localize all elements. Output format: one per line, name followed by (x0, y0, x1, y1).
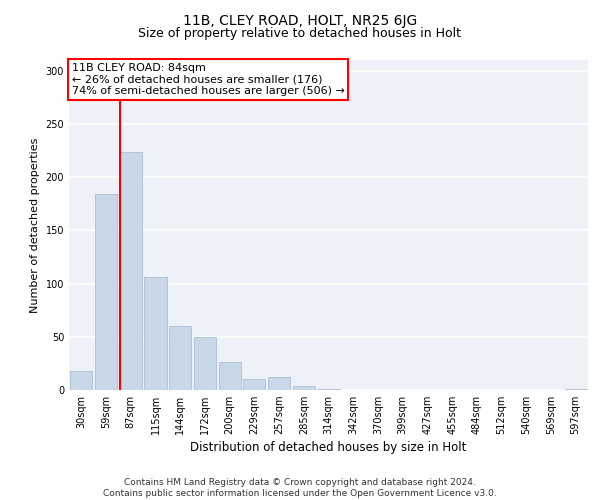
Bar (70, 371, 92, 390)
Bar (317, 389, 340, 390)
Bar (169, 326, 191, 390)
X-axis label: Distribution of detached houses by size in Holt: Distribution of detached houses by size … (190, 442, 467, 454)
Bar (95, 194, 117, 390)
Text: Contains HM Land Registry data © Crown copyright and database right 2024.
Contai: Contains HM Land Registry data © Crown c… (103, 478, 497, 498)
Bar (119, 152, 142, 390)
Bar (218, 362, 241, 390)
Text: 11B, CLEY ROAD, HOLT, NR25 6JG: 11B, CLEY ROAD, HOLT, NR25 6JG (183, 14, 417, 28)
Bar (145, 277, 167, 390)
Text: Size of property relative to detached houses in Holt: Size of property relative to detached ho… (139, 27, 461, 40)
Bar (194, 337, 216, 390)
Text: 11B CLEY ROAD: 84sqm
← 26% of detached houses are smaller (176)
74% of semi-deta: 11B CLEY ROAD: 84sqm ← 26% of detached h… (71, 64, 344, 96)
Bar (565, 389, 587, 390)
Y-axis label: Number of detached properties: Number of detached properties (30, 138, 40, 312)
Bar (293, 386, 315, 390)
Bar (268, 377, 290, 390)
Bar (243, 380, 265, 390)
